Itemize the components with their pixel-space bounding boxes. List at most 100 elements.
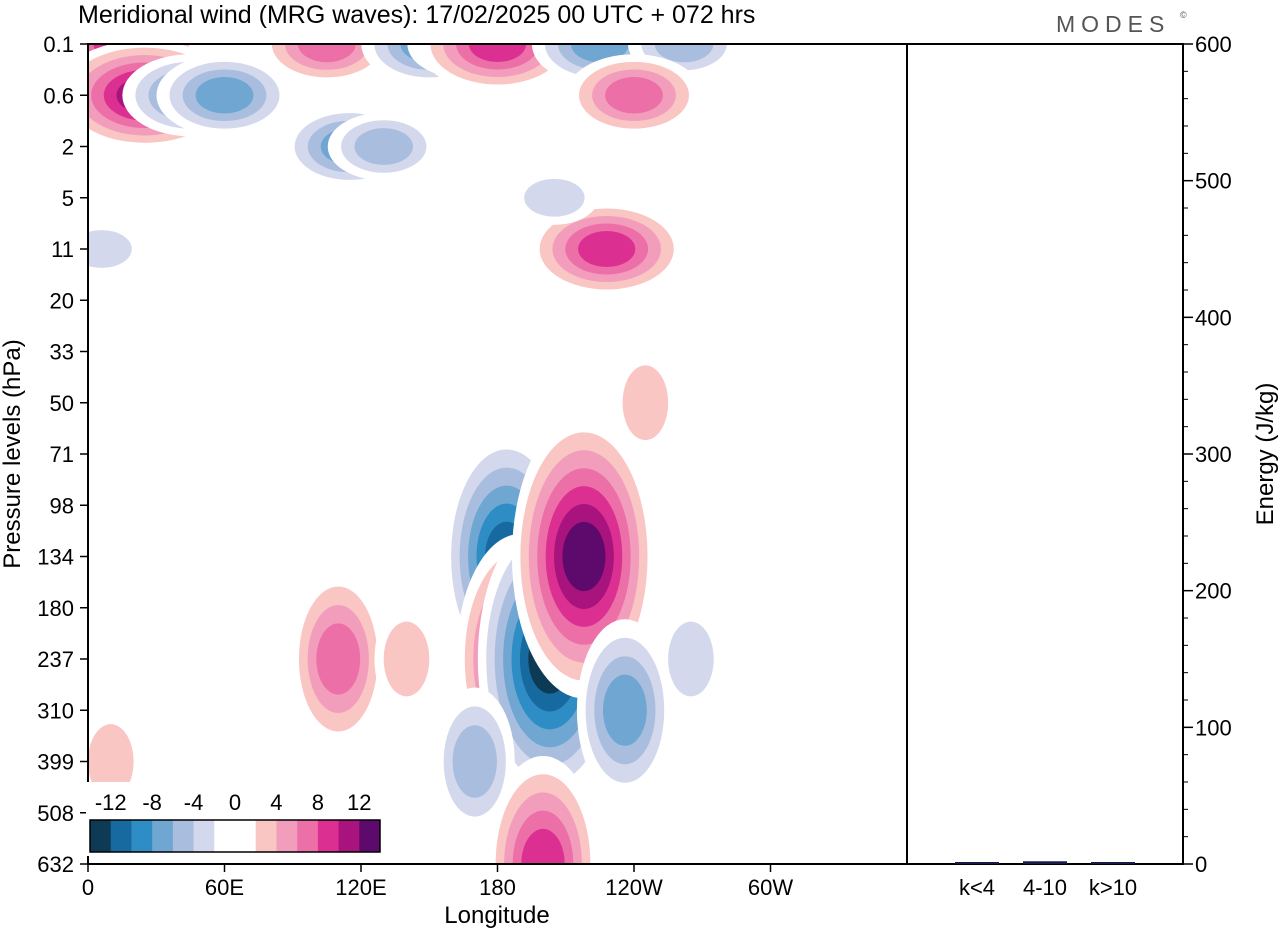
wind-anomaly [290, 568, 387, 750]
colorbar-label: 12 [347, 790, 371, 815]
energy-axis-label: Energy (J/kg) [1252, 383, 1279, 526]
y-tick-label: 11 [51, 237, 74, 262]
energy-tick-label: 400 [1195, 305, 1232, 330]
x-axis-label: Longitude [444, 902, 549, 929]
y-tick-label: 98 [50, 493, 74, 518]
contour-band [354, 128, 414, 165]
x-tick-label: 0 [82, 875, 94, 900]
contour-band [195, 77, 254, 114]
wind-anomaly [88, 222, 146, 276]
energy-category-label: k>10 [1089, 875, 1137, 900]
wind-anomaly [537, 311, 586, 392]
contour-band [578, 231, 636, 267]
y-tick-label: 50 [50, 391, 74, 416]
contour-band [468, 44, 527, 62]
y-tick-label: 310 [37, 698, 74, 723]
wind-anomaly [417, 44, 578, 92]
x-axis: 0 60E 120E 180 120W 60W [82, 864, 793, 900]
energy-category-label: 4-10 [1023, 875, 1067, 900]
y-tick-label: 71 [50, 442, 74, 467]
wind-anomaly [658, 602, 723, 716]
energy-tick-label: 600 [1195, 32, 1232, 57]
contour-band [605, 77, 663, 114]
wind-anomaly [613, 345, 678, 460]
contour-band [521, 828, 565, 864]
contour-band [88, 724, 134, 799]
colorbar-label: 4 [270, 790, 282, 815]
contour-band [562, 521, 606, 592]
contour-band [383, 621, 430, 697]
wind-anomaly [566, 54, 702, 137]
contour-band [132, 567, 181, 648]
colorbar-swatch [317, 820, 340, 852]
energy-bar [1023, 861, 1067, 864]
colorbar-label: -12 [95, 790, 127, 815]
y-tick-label: 399 [37, 750, 74, 775]
energy-category-label: k<4 [959, 875, 995, 900]
energy-axis: 0 100 200 300 400 500 600 [1183, 32, 1232, 877]
contour-band [537, 311, 586, 392]
y-tick-label: 20 [50, 288, 74, 313]
wind-anomaly [327, 112, 440, 181]
colorbar-swatch [152, 820, 174, 852]
y-tick-label: 134 [37, 545, 74, 570]
y-tick-label: 632 [37, 852, 74, 877]
x-tick-label: 120W [605, 875, 663, 900]
colorbar-swatch [214, 820, 236, 852]
colorbar-frame [89, 819, 381, 853]
contour-band [654, 44, 714, 63]
energy-tick-label: 500 [1195, 169, 1232, 194]
contour-band [316, 623, 361, 695]
wind-anomaly [431, 280, 496, 321]
colorbar-swatch [110, 820, 132, 852]
wind-anomaly [576, 619, 673, 802]
y-tick-label: 5 [62, 186, 74, 211]
colorbar-swatch [255, 820, 277, 852]
x-tick-label: 120E [335, 875, 386, 900]
wind-anomaly [487, 756, 599, 864]
colorbar-swatch [90, 820, 112, 852]
contour-band [452, 725, 497, 798]
contour-band [88, 230, 132, 268]
x-tick-label: 180 [479, 875, 516, 900]
contour-band [668, 621, 714, 697]
x-tick-label: 60W [748, 875, 793, 900]
brand-logo: MODES [1056, 11, 1170, 37]
energy-tick-label: 100 [1195, 715, 1232, 740]
y-axis-label: Pressure levels (hPa) [0, 339, 26, 568]
energy-frame [906, 43, 1184, 865]
y-tick-label: 33 [50, 340, 74, 365]
y-axis: 0.1 0.6 2 5 11 20 33 50 71 98 134 180 237 310 399 508 63… [37, 32, 88, 877]
colorbar-swatch [276, 820, 298, 852]
brand-mark: © [1180, 10, 1187, 20]
colorbar-label: -4 [184, 790, 204, 815]
energy-tick-label: 0 [1195, 852, 1207, 877]
contour-band [297, 44, 356, 63]
colorbar-label: 8 [312, 790, 324, 815]
y-tick-label: 508 [37, 801, 74, 826]
wind-anomaly [434, 687, 515, 836]
wind-anomaly [526, 201, 687, 297]
wind-anomaly [374, 602, 439, 716]
colorbar-label: -8 [142, 790, 162, 815]
colorbar-swatch [131, 820, 153, 852]
colorbar: -12 -8 -4 0 4 8 12 [86, 782, 384, 856]
energy-bars: k<4 4-10 k>10 [955, 861, 1137, 900]
wind-anomaly [156, 54, 293, 137]
y-tick-label: 237 [37, 647, 74, 672]
energy-tick-label: 300 [1195, 442, 1232, 467]
contour-band [603, 674, 647, 746]
y-tick-label: 180 [37, 596, 74, 621]
colorbar-swatch [172, 820, 195, 852]
colorbar-swatch [235, 820, 257, 852]
colorbar-swatch [359, 820, 381, 852]
energy-bar [955, 862, 999, 864]
colorbar-swatch [297, 820, 319, 852]
energy-tick-label: 200 [1195, 579, 1232, 604]
contour-band [431, 280, 496, 321]
contour-band [622, 365, 669, 441]
wind-anomaly [510, 170, 599, 225]
contour-band [524, 178, 585, 217]
x-tick-label: 60E [205, 875, 244, 900]
